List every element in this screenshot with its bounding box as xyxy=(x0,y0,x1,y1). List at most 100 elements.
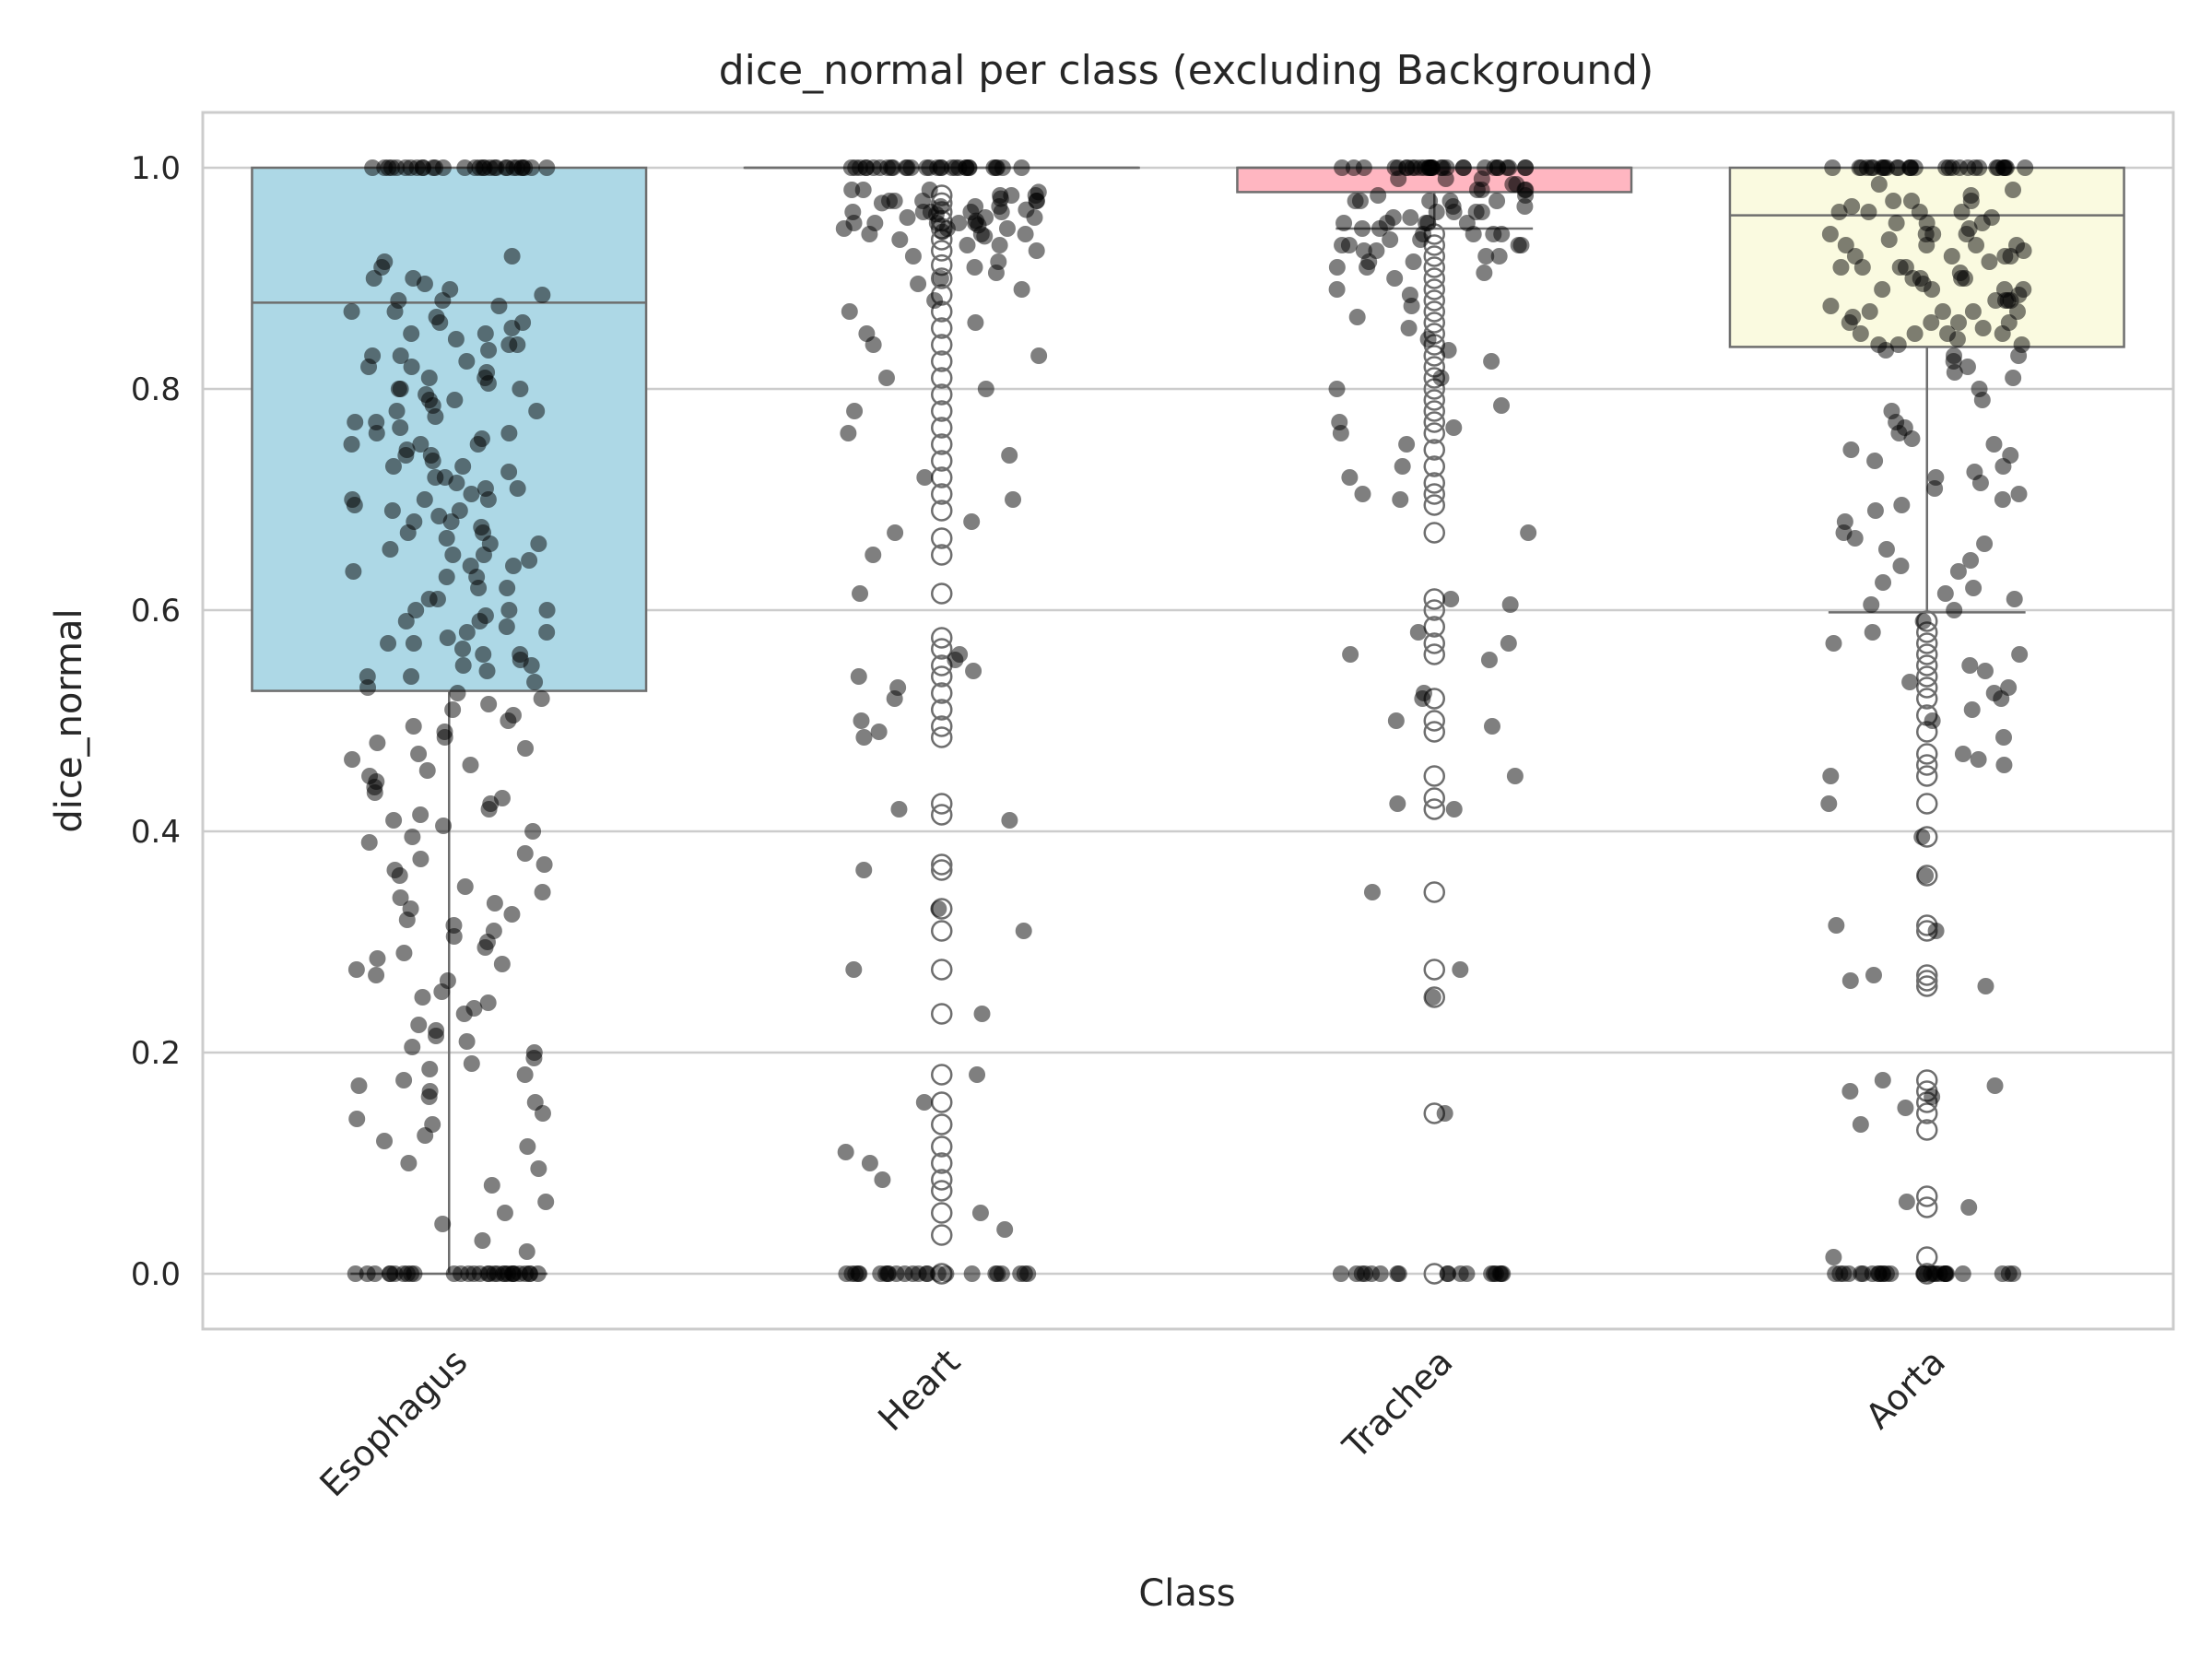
strip-point xyxy=(524,823,542,840)
strip-point xyxy=(1368,242,1385,259)
strip-point xyxy=(857,159,875,176)
strip-point xyxy=(480,342,498,359)
outlier-point xyxy=(931,1152,953,1174)
strip-point xyxy=(1501,596,1519,613)
strip-point xyxy=(348,1111,366,1127)
strip-point xyxy=(937,1265,955,1282)
strip-point xyxy=(1334,237,1351,253)
strip-point xyxy=(421,1061,439,1077)
strip-point xyxy=(474,1232,491,1249)
strip-point xyxy=(458,1033,476,1050)
strip-point xyxy=(444,701,462,718)
strip-point xyxy=(503,248,521,265)
strip-point xyxy=(1354,486,1371,502)
outlier-point xyxy=(1916,1185,1938,1207)
strip-point xyxy=(861,226,878,242)
strip-point xyxy=(526,674,544,690)
strip-point xyxy=(1986,1077,2004,1094)
strip-point xyxy=(1332,1265,1349,1282)
strip-point xyxy=(991,198,1008,215)
strip-point xyxy=(1903,430,1921,447)
strip-point xyxy=(1398,436,1416,453)
outlier-point xyxy=(1423,472,1445,494)
strip-point xyxy=(1334,159,1351,176)
strip-point xyxy=(1512,237,1530,253)
strip-point xyxy=(989,1265,1006,1282)
strip-point xyxy=(1412,159,1430,176)
outlier-point xyxy=(1916,1119,1938,1141)
strip-point xyxy=(1389,1265,1406,1282)
strip-point xyxy=(1959,359,1976,375)
strip-point xyxy=(1394,458,1411,475)
outlier-point xyxy=(931,638,953,660)
strip-point xyxy=(886,690,903,707)
strip-point xyxy=(1354,220,1371,237)
strip-point xyxy=(1441,193,1459,209)
strip-point xyxy=(854,182,872,198)
strip-point xyxy=(509,480,526,497)
outlier-point xyxy=(1916,754,1938,776)
strip-point xyxy=(422,447,440,464)
strip-point xyxy=(1516,182,1534,198)
strip-point xyxy=(446,392,464,408)
strip-point xyxy=(503,320,521,336)
strip-point xyxy=(1490,248,1508,265)
strip-point xyxy=(915,1094,933,1111)
strip-point xyxy=(1860,204,1877,220)
outlier-point xyxy=(1423,439,1445,461)
strip-point xyxy=(1015,923,1032,939)
strip-point xyxy=(1870,336,1888,353)
strip-point xyxy=(458,624,476,641)
outlier-point xyxy=(1423,455,1445,477)
strip-point xyxy=(1904,270,1922,287)
outlier-point xyxy=(931,1003,953,1025)
outlier-point xyxy=(931,715,953,737)
strip-point xyxy=(445,928,463,945)
strip-point xyxy=(438,569,455,585)
strip-point xyxy=(1973,392,1991,408)
outlier-point xyxy=(931,383,953,406)
strip-point xyxy=(403,359,420,375)
strip-point xyxy=(397,613,415,629)
strip-point xyxy=(1958,226,1975,242)
strip-point xyxy=(395,945,413,961)
strip-point xyxy=(1402,209,1419,226)
strip-point xyxy=(391,867,408,884)
strip-point xyxy=(1875,574,1892,591)
outlier-point xyxy=(1423,881,1445,903)
strip-point xyxy=(1963,701,1981,718)
strip-point xyxy=(1517,159,1535,176)
strip-point xyxy=(533,690,550,707)
outlier-point xyxy=(1916,975,1938,997)
strip-point xyxy=(879,1265,897,1282)
outlier-point xyxy=(1423,787,1445,809)
y-tick-label: 0.6 xyxy=(131,593,181,629)
strip-point xyxy=(1390,171,1407,187)
strip-point xyxy=(538,159,556,176)
strip-point xyxy=(966,259,983,276)
strip-point xyxy=(1332,425,1349,441)
strip-point xyxy=(1954,1265,1971,1282)
strip-point xyxy=(1999,292,2017,309)
strip-point xyxy=(1821,226,1839,242)
strip-point xyxy=(1880,231,1898,248)
outlier-point xyxy=(1916,765,1938,787)
strip-point xyxy=(344,751,361,768)
strip-point xyxy=(861,1155,878,1171)
outlier-point xyxy=(931,804,953,826)
strip-point xyxy=(490,298,508,314)
strip-point xyxy=(1927,923,1945,939)
strip-point xyxy=(855,862,873,878)
strip-point xyxy=(412,851,429,867)
strip-point xyxy=(395,1072,413,1088)
strip-point xyxy=(1842,441,1860,458)
strip-point xyxy=(1890,425,1908,441)
outlier-point xyxy=(1916,743,1938,765)
strip-point xyxy=(477,370,494,386)
strip-point xyxy=(1971,475,1989,491)
strip-point xyxy=(1328,281,1346,298)
strip-point xyxy=(969,1066,986,1083)
strip-point xyxy=(486,895,503,912)
strip-point xyxy=(1877,541,1895,558)
strip-point xyxy=(392,889,409,906)
